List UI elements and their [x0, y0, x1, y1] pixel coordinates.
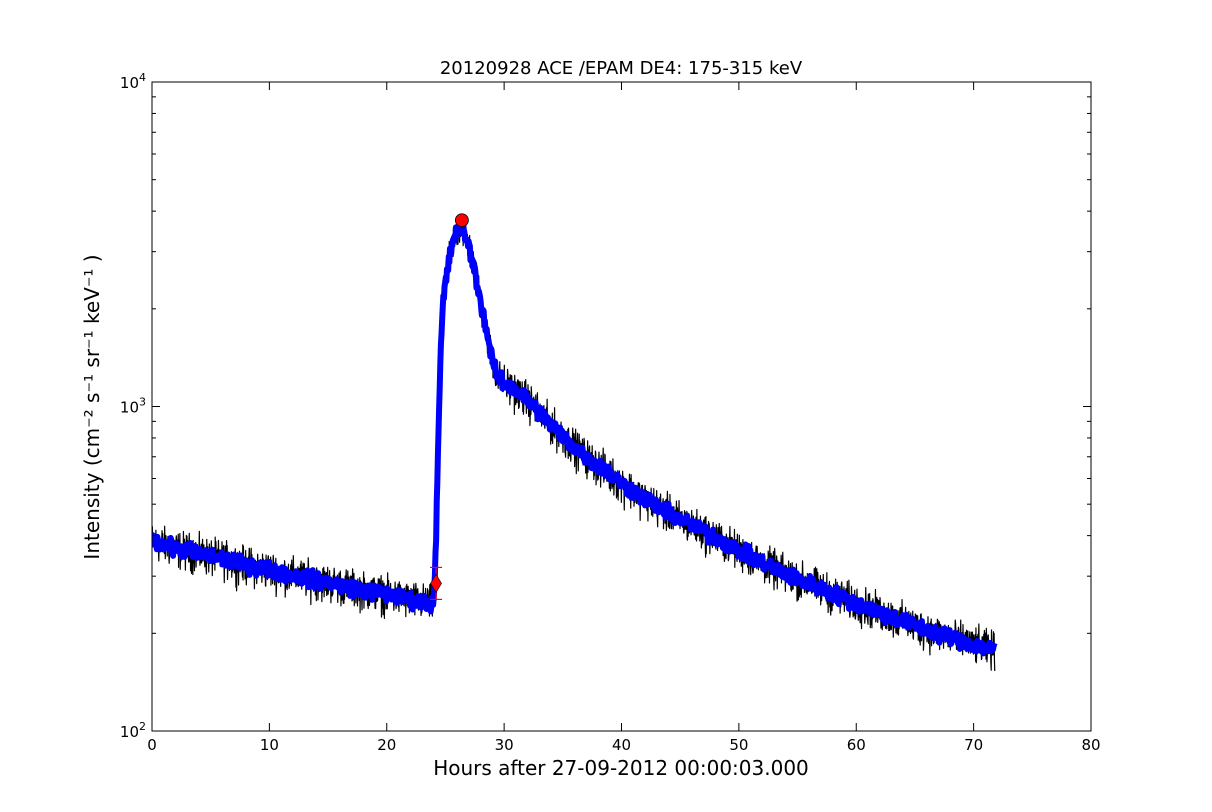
y-tick-exponent: 4	[139, 71, 146, 84]
series-group	[152, 213, 998, 671]
onset-marker	[430, 573, 442, 593]
x-tick-label: 20	[377, 736, 396, 754]
y-tick-label: 102	[120, 720, 146, 741]
peak-marker	[454, 213, 469, 228]
y-tick-exponent: 3	[139, 396, 146, 409]
y-tick-exponent: 2	[139, 720, 146, 733]
x-axis-title: Hours after 27-09-2012 00:00:03.000	[433, 756, 809, 780]
x-tick-label: 0	[147, 736, 157, 754]
plot-area	[152, 213, 998, 671]
y-tick-label: 103	[120, 396, 146, 417]
x-tick-label: 40	[612, 736, 631, 754]
chart-title: 20120928 ACE /EPAM DE4: 175-315 keV	[440, 58, 803, 79]
y-tick-base: 10	[120, 399, 139, 417]
y-tick-label: 104	[120, 71, 146, 92]
x-tick-label: 80	[1081, 736, 1100, 754]
y-tick-base: 10	[120, 74, 139, 92]
x-tick-label: 30	[495, 736, 514, 754]
x-tick-label: 10	[260, 736, 279, 754]
y-axis-title: Intensity (cm⁻² s⁻¹ sr⁻¹ keV⁻¹ )	[80, 254, 104, 559]
y-tick-base: 10	[120, 723, 139, 741]
x-tick-label: 50	[729, 736, 748, 754]
series-line-smoothed	[152, 217, 998, 657]
x-tick-label: 70	[964, 736, 983, 754]
x-tick-label: 60	[847, 736, 866, 754]
